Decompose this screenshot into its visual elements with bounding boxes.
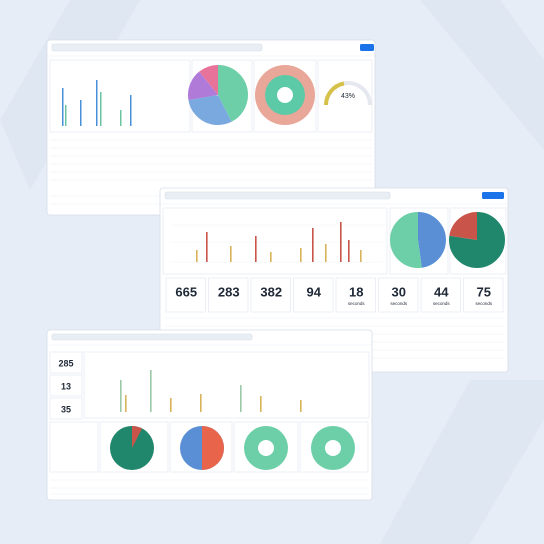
- stat-card: [293, 277, 334, 313]
- stat-value: 382: [260, 284, 282, 299]
- stat-cards: 665 283 382 94 18 seconds 30 seconds 44 seconds 75…: [165, 277, 504, 313]
- stat-card: [463, 277, 504, 313]
- stat-value: 75: [477, 284, 491, 299]
- stat-value: 44: [434, 284, 449, 299]
- stat-card: [49, 374, 83, 397]
- stat-unit: seconds: [433, 301, 451, 306]
- stat-value: 665: [175, 284, 197, 299]
- stat-card: [208, 277, 249, 313]
- window-back: 43%: [46, 39, 376, 216]
- stat-value: 18: [349, 284, 363, 299]
- stat-card: [49, 397, 83, 420]
- stat-value: 30: [392, 284, 406, 299]
- stat-card: [378, 277, 419, 313]
- stat-unit: seconds: [390, 301, 408, 306]
- stat-value: 35: [61, 404, 71, 414]
- stat-card: [165, 277, 206, 313]
- button[interactable]: [482, 192, 504, 199]
- stat-card: [250, 277, 291, 313]
- window-front: 285 13 35: [46, 329, 373, 501]
- window-middle: 665 283 382 94 18 seconds 30 seconds 44 seconds 75…: [159, 187, 509, 373]
- stat-value: 94: [307, 284, 322, 299]
- stat-value: 285: [58, 358, 73, 368]
- stat-card: [420, 277, 461, 313]
- gauge-value: 43%: [341, 93, 355, 100]
- button[interactable]: [360, 44, 374, 51]
- stat-card: [335, 277, 376, 313]
- stat-unit: seconds: [348, 301, 366, 306]
- stat-cards: 285 13 35: [49, 351, 83, 420]
- stat-value: 283: [218, 284, 240, 299]
- stat-value: 13: [61, 381, 71, 391]
- stat-unit: seconds: [475, 301, 493, 306]
- stat-card: [49, 351, 83, 374]
